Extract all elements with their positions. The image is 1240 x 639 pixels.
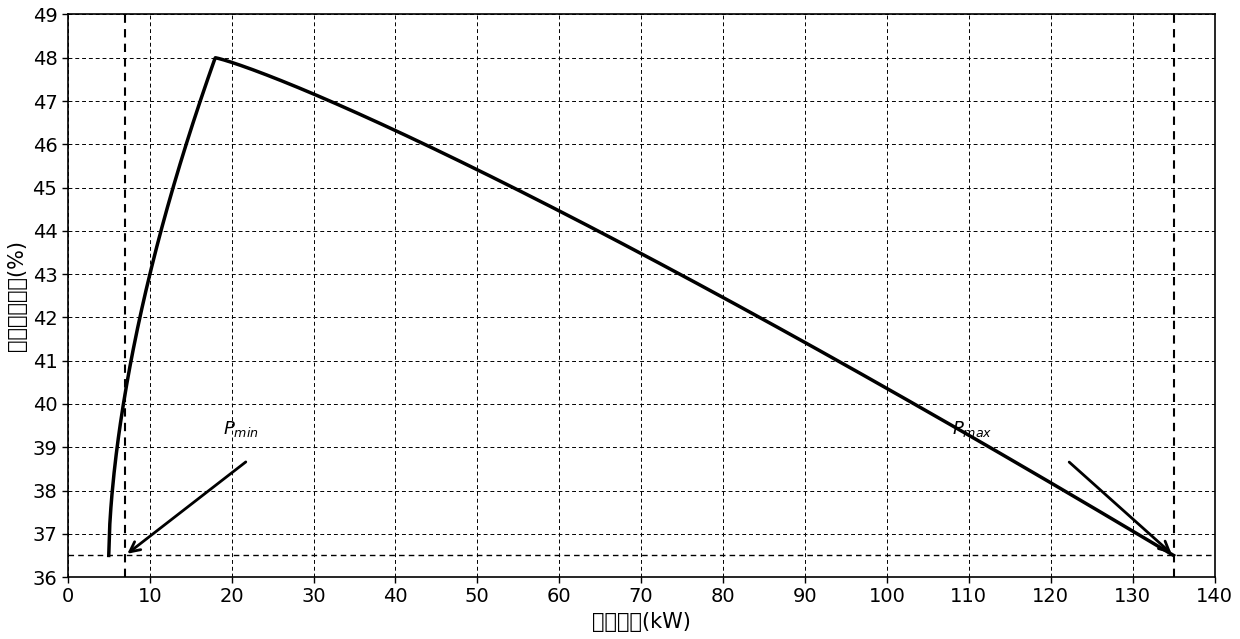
X-axis label: 负载功率(kW): 负载功率(kW) [591, 612, 691, 632]
Y-axis label: 单堆系统效率(%): 单堆系统效率(%) [7, 240, 27, 351]
Text: $P_{max}$: $P_{max}$ [952, 419, 993, 438]
Text: $P_{min}$: $P_{min}$ [223, 419, 259, 438]
